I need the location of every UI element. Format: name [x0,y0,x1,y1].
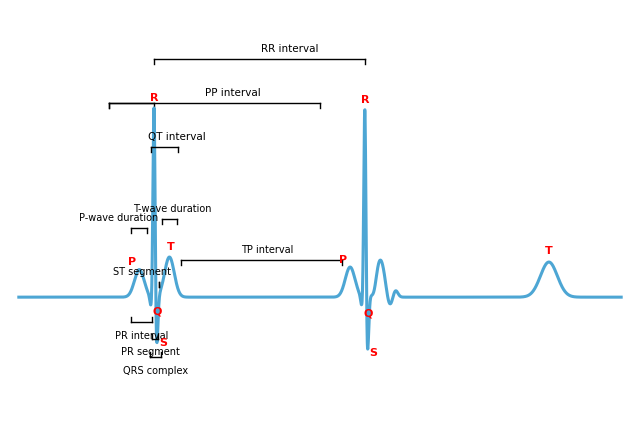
Text: RR interval: RR interval [261,44,318,54]
Text: R: R [150,93,158,103]
Text: TP interval: TP interval [241,244,294,255]
Text: P: P [128,257,136,267]
Text: T: T [167,242,175,252]
Text: Q: Q [152,306,162,316]
Text: P: P [339,255,347,264]
Text: PR segment: PR segment [122,347,180,357]
Text: S: S [159,338,167,348]
Text: PR interval: PR interval [115,331,168,341]
Text: T: T [545,246,553,256]
Text: S: S [370,348,378,357]
Text: ST segment: ST segment [113,267,171,277]
Text: QRS complex: QRS complex [122,366,188,376]
Text: R: R [360,95,369,105]
Text: PP interval: PP interval [205,88,260,98]
Text: Q: Q [364,309,372,319]
Text: QT interval: QT interval [148,132,206,142]
Text: T-wave duration: T-wave duration [133,204,212,214]
Text: P-wave duration: P-wave duration [79,213,158,223]
